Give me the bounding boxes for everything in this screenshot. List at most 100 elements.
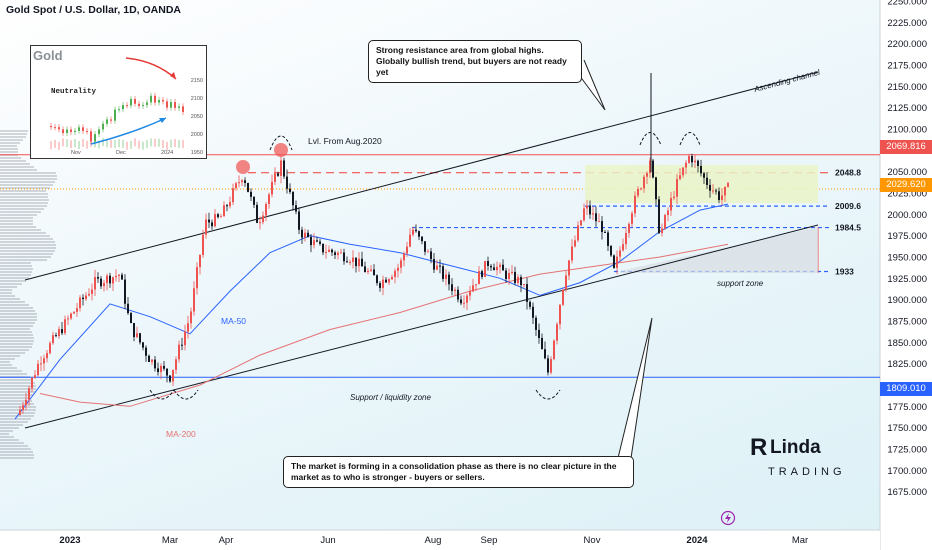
volume-bar [0,349,29,351]
candle-body [52,335,54,344]
inset-volume [122,139,124,148]
inset-candle [138,103,140,106]
note-top: Strong resistance area from global highs… [368,40,582,83]
candle-body [328,249,330,253]
candle-body [709,184,711,191]
inset-candle [94,134,96,142]
candle-body [637,188,639,196]
inset-candle [166,101,168,108]
candle-body [139,333,141,343]
arc-bottom-1 [149,389,175,400]
candle-body [469,291,471,296]
inset-volume [102,138,104,147]
y-tick-label: 1725.000 [887,445,927,456]
linda-logo: R Linda TRADING [750,434,842,478]
inset-y-tick: 2150 [191,78,203,84]
candle-body [340,252,342,254]
candle-body [172,369,174,382]
candle-body [589,205,591,215]
candle-body [391,276,393,280]
candle-body [568,260,570,276]
candle-body [715,190,717,192]
candle-body [721,195,723,201]
volume-bar [0,286,17,288]
candle-body [649,160,651,174]
inset-candle [82,127,84,131]
candle-body [364,266,366,273]
volume-bar [0,307,33,309]
volume-bar [0,373,27,375]
inset-candle [142,104,144,106]
volume-bar [0,421,28,423]
candle-body [214,214,216,227]
candle-body [358,258,360,267]
candle-body [304,232,306,238]
level-label: 1984.5 [835,223,861,233]
lightning-icon[interactable] [720,510,736,526]
candle-body [301,229,303,238]
y-tick-label: 2100.000 [887,125,927,136]
inset-volume [162,140,164,149]
volume-bar [0,328,30,330]
candle-body [256,204,258,223]
candle-body [382,279,384,288]
candle-body [430,251,432,260]
candle-body [130,313,132,324]
volume-bar [0,442,24,444]
note-top-text: Strong resistance area from global highs… [376,45,567,77]
volume-bar [0,289,12,291]
inset-volume [138,140,140,149]
candle-body [376,275,378,284]
note-bottom: The market is forming in a consolidation… [283,456,634,488]
support-zone-label: support zone [717,279,764,288]
candle-body [235,183,237,189]
volume-bar [0,292,12,294]
candle-body [529,301,531,307]
candle-body [310,236,312,246]
volume-bar [0,220,33,222]
candle-body [79,297,81,309]
x-tick-label: Sep [481,535,498,546]
volume-bar [0,391,35,393]
inset-candle [162,100,164,102]
candle-body [448,274,450,285]
inset-neutrality-label: Neutrality [51,88,97,96]
candle-body [118,274,120,276]
candle-body [538,329,540,339]
volume-bar [0,148,18,150]
candle-body [205,219,207,235]
inset-candle [170,102,172,108]
candle-body [679,175,681,180]
volume-bar [0,250,55,252]
candle-body [100,278,102,287]
volume-bar [0,169,37,171]
candle-body [199,254,201,268]
volume-bar [0,283,22,285]
volume-bar [0,178,57,180]
volume-bar [0,355,20,357]
candle-body [82,297,84,300]
volume-bar [0,436,14,438]
inset-candle [58,127,60,130]
candle-body [76,308,78,312]
callout-pointer-bottom [617,317,653,459]
candle-body [712,190,714,192]
time-axis[interactable]: 2023 Mar Apr Jun Aug Sep Nov 2024 Mar [59,535,808,546]
candle-body [673,196,675,199]
x-tick-label: Nov [584,535,601,546]
candle-body [586,205,588,209]
candle-body [97,277,99,279]
candle-body [37,363,39,376]
volume-bar [0,163,30,165]
candle-body [355,257,357,267]
inset-y-tick: 2000 [191,132,203,138]
candle-body [40,363,42,365]
volume-bar [0,208,44,210]
inset-volume [146,140,148,149]
candle-body [154,359,156,369]
candle-body [661,228,663,234]
candle-body [160,365,162,373]
candle-body [487,260,489,266]
candle-body [556,324,558,341]
candle-body [142,342,144,348]
